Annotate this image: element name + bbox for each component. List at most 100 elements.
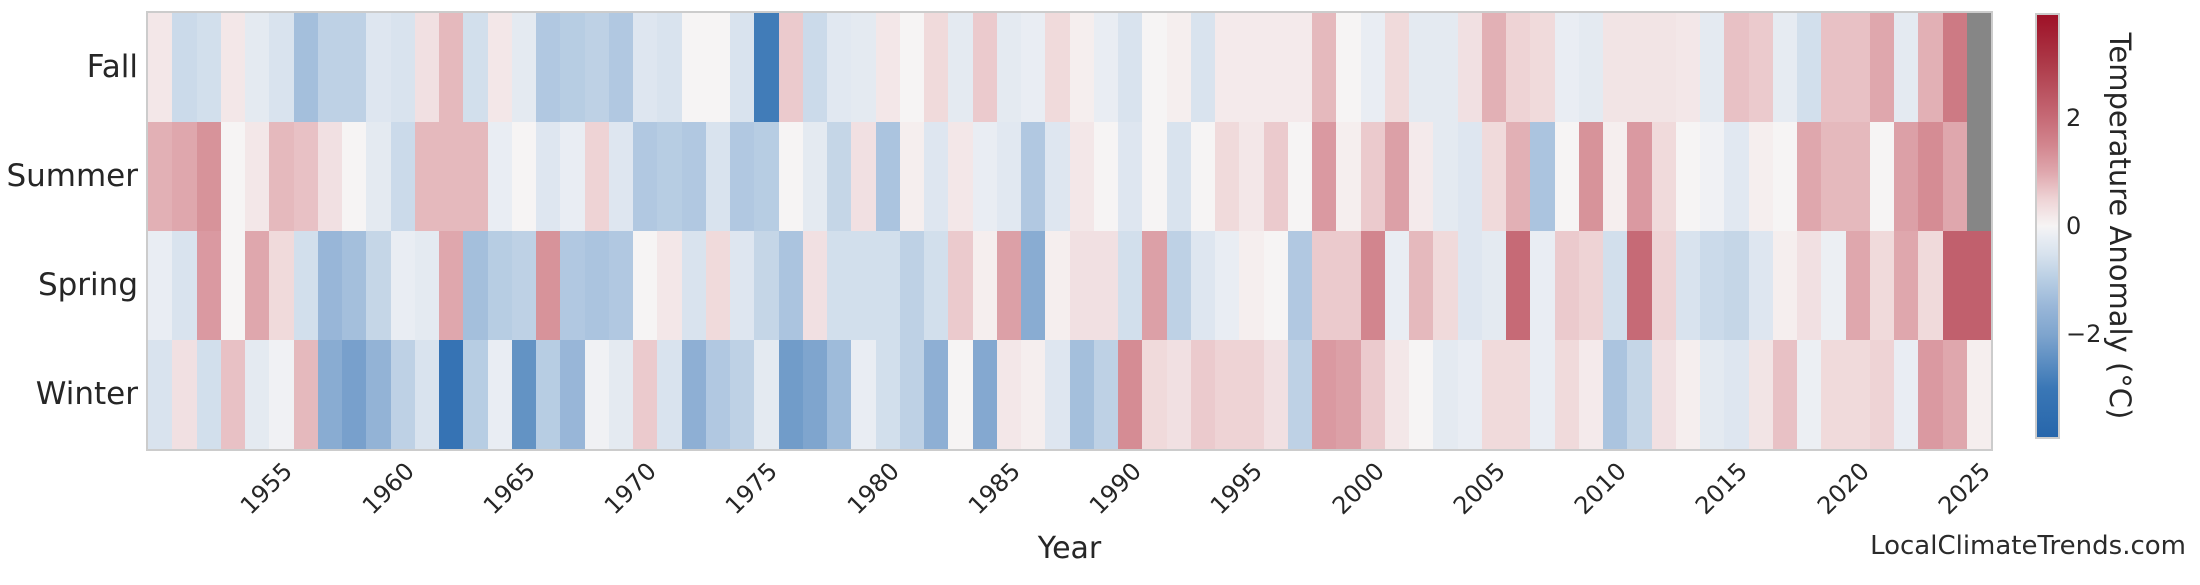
heatmap-cell bbox=[1942, 122, 1967, 231]
heatmap-cell bbox=[1239, 13, 1264, 122]
heatmap-cell bbox=[1797, 231, 1822, 340]
heatmap-cell bbox=[269, 231, 294, 340]
x-tick-label: 1970 bbox=[598, 457, 662, 520]
heatmap-cell bbox=[827, 231, 852, 340]
heatmap-cell bbox=[1869, 340, 1894, 449]
x-tick-label: 2015 bbox=[1690, 457, 1754, 520]
x-tick-label: 1980 bbox=[841, 457, 905, 520]
heatmap-cell bbox=[972, 340, 997, 449]
heatmap-cell bbox=[463, 13, 488, 122]
x-tick-label: 2005 bbox=[1447, 457, 1511, 520]
heatmap-cell bbox=[439, 13, 464, 122]
heatmap-cell bbox=[1045, 340, 1070, 449]
heatmap-cell bbox=[657, 122, 682, 231]
heatmap-cell bbox=[172, 122, 197, 231]
heatmap-cell bbox=[342, 122, 367, 231]
heatmap-row-winter bbox=[148, 340, 1991, 449]
heatmap-cell bbox=[1142, 122, 1167, 231]
heatmap-cell bbox=[148, 340, 173, 449]
heatmap-cell bbox=[1045, 122, 1070, 231]
heatmap-cell bbox=[1894, 231, 1919, 340]
heatmap-cell bbox=[1651, 122, 1676, 231]
heatmap-cell bbox=[1966, 340, 1991, 449]
heatmap-cell bbox=[293, 231, 318, 340]
heatmap-cell bbox=[1166, 231, 1191, 340]
x-axis-title: Year bbox=[1037, 531, 1102, 566]
heatmap-cell bbox=[1312, 340, 1337, 449]
heatmap-cell bbox=[1215, 231, 1240, 340]
heatmap-cell bbox=[390, 122, 415, 231]
heatmap-cell bbox=[390, 231, 415, 340]
heatmap-cell bbox=[1263, 231, 1288, 340]
heatmap-cell bbox=[1021, 231, 1046, 340]
heatmap-cell bbox=[584, 13, 609, 122]
heatmap-cell bbox=[487, 13, 512, 122]
heatmap-cell bbox=[1918, 231, 1943, 340]
heatmap-cell bbox=[608, 340, 633, 449]
heatmap-cell bbox=[245, 340, 270, 449]
heatmap-cell bbox=[948, 13, 973, 122]
heatmap-cell bbox=[1287, 231, 1312, 340]
heatmap-cell bbox=[366, 13, 391, 122]
heatmap-cell bbox=[1409, 340, 1434, 449]
heatmap-cell bbox=[1966, 231, 1991, 340]
heatmap-cell bbox=[511, 231, 536, 340]
heatmap-cell bbox=[317, 231, 342, 340]
heatmap-cell bbox=[584, 231, 609, 340]
heatmap-cell bbox=[317, 122, 342, 231]
heatmap-cell bbox=[1748, 122, 1773, 231]
heatmap-cell bbox=[1287, 13, 1312, 122]
heatmap-cell bbox=[1336, 231, 1361, 340]
heatmap-cell bbox=[705, 13, 730, 122]
colorbar-axis-label: Temperature Anomaly (°C) bbox=[2103, 32, 2137, 420]
heatmap-cell bbox=[269, 13, 294, 122]
heatmap-cell bbox=[996, 340, 1021, 449]
heatmap-cell bbox=[584, 340, 609, 449]
heatmap-cell bbox=[1821, 340, 1846, 449]
heatmap-cell bbox=[754, 13, 779, 122]
heatmap-cell bbox=[1142, 340, 1167, 449]
heatmap-cell bbox=[1384, 340, 1409, 449]
heatmap-cell bbox=[439, 122, 464, 231]
heatmap-cell bbox=[778, 13, 803, 122]
heatmap-cell bbox=[1190, 231, 1215, 340]
heatmap-cell bbox=[148, 122, 173, 231]
heatmap-cell bbox=[875, 13, 900, 122]
heatmap-cell bbox=[1409, 122, 1434, 231]
heatmap-cell bbox=[802, 231, 827, 340]
x-tick-label: 2010 bbox=[1568, 457, 1632, 520]
heatmap-cell bbox=[1118, 13, 1143, 122]
heatmap-cell bbox=[1748, 231, 1773, 340]
heatmap-cell bbox=[1942, 231, 1967, 340]
heatmap-cell bbox=[1966, 13, 1991, 122]
heatmap-cell bbox=[1433, 231, 1458, 340]
heatmap-cell bbox=[1312, 122, 1337, 231]
heatmap-cell bbox=[1215, 13, 1240, 122]
heatmap-cell bbox=[1433, 13, 1458, 122]
heatmap-cell bbox=[1772, 340, 1797, 449]
heatmap-cell bbox=[1118, 122, 1143, 231]
heatmap-cell bbox=[1530, 13, 1555, 122]
heatmap-cell bbox=[1021, 340, 1046, 449]
heatmap-cell bbox=[439, 231, 464, 340]
colorbar-tick-label: 0 bbox=[2066, 212, 2082, 240]
heatmap-cell bbox=[1457, 340, 1482, 449]
heatmap-cell bbox=[269, 122, 294, 231]
heatmap-cell bbox=[1336, 122, 1361, 231]
heatmap-cell bbox=[899, 231, 924, 340]
heatmap-cell bbox=[1845, 231, 1870, 340]
x-tick-label: 2025 bbox=[1932, 457, 1996, 520]
heatmap-cell bbox=[1627, 340, 1652, 449]
heatmap-cell bbox=[1506, 122, 1531, 231]
heatmap-cell bbox=[1772, 231, 1797, 340]
heatmap-cell bbox=[1627, 231, 1652, 340]
x-tick-label: 2020 bbox=[1811, 457, 1875, 520]
heatmap-cell bbox=[657, 231, 682, 340]
heatmap-row-spring bbox=[148, 231, 1991, 340]
heatmap-cell bbox=[536, 340, 561, 449]
heatmap-cell bbox=[705, 231, 730, 340]
heatmap-cell bbox=[487, 122, 512, 231]
heatmap-cell bbox=[1869, 13, 1894, 122]
heatmap-cell bbox=[1045, 231, 1070, 340]
heatmap-cell bbox=[633, 122, 658, 231]
